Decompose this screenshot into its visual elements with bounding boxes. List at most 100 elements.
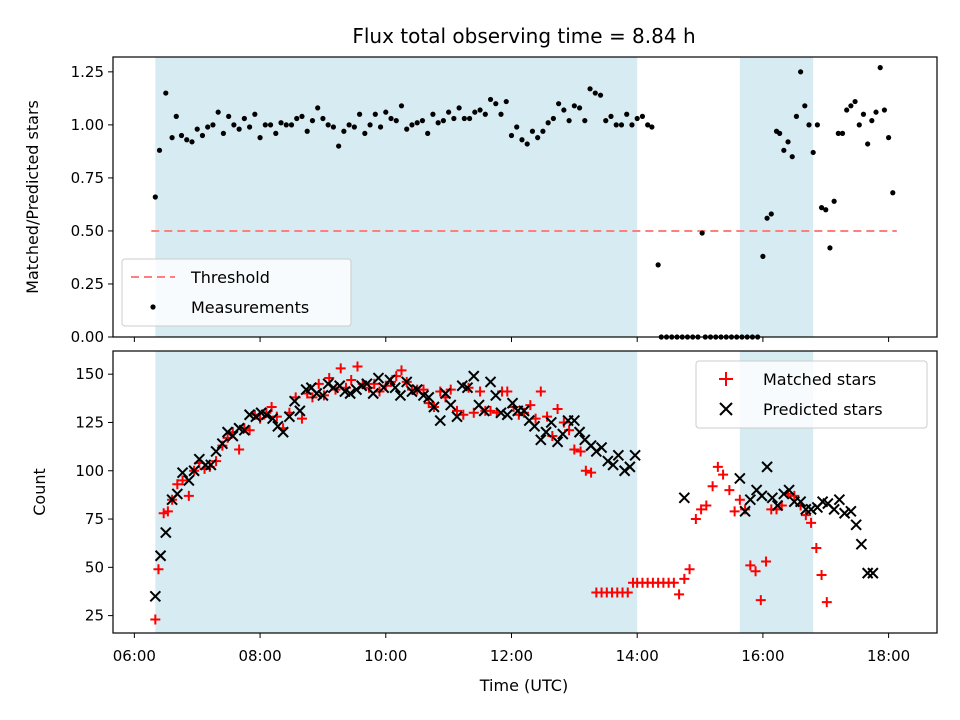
- matched-point: [679, 573, 690, 584]
- legend-threshold-label: Threshold: [190, 268, 270, 287]
- y-tick-label: 150: [75, 365, 104, 383]
- measurement-point: [592, 90, 598, 96]
- predicted-point: [867, 567, 879, 579]
- measurement-point: [860, 111, 867, 117]
- predicted-point: [794, 495, 807, 508]
- measurement-point: [430, 111, 436, 117]
- predicted-point: [160, 526, 172, 539]
- x-tick-label: 08:00: [238, 647, 281, 665]
- matched-point: [622, 587, 633, 598]
- measurement-point: [466, 115, 473, 122]
- measurement-point: [482, 111, 488, 117]
- predicted-point: [518, 405, 530, 417]
- measurement-point: [777, 130, 783, 136]
- y-tick-label: 100: [75, 462, 104, 480]
- bottom-ylabel: Count: [30, 468, 49, 516]
- predicted-point: [535, 434, 547, 446]
- predicted-point: [317, 389, 329, 402]
- predicted-point: [434, 414, 446, 427]
- measurement-point: [383, 109, 389, 115]
- matched-point: [712, 461, 723, 472]
- matched-point: [761, 556, 772, 567]
- matched-point: [690, 514, 701, 525]
- measurement-point: [535, 135, 541, 141]
- matched-point: [234, 444, 245, 455]
- predicted-point: [805, 503, 817, 516]
- measurement-point: [257, 135, 263, 141]
- predicted-point: [506, 397, 519, 409]
- measurement-point: [341, 128, 347, 134]
- predicted-point: [188, 465, 200, 477]
- matched-point: [811, 543, 822, 554]
- measurement-point: [823, 207, 829, 213]
- measurement-point: [629, 122, 635, 128]
- measurement-point: [764, 215, 770, 221]
- legend-matched-label: Matched stars: [763, 370, 876, 389]
- top-legend: Threshold Measurements: [121, 258, 352, 327]
- predicted-point: [171, 488, 184, 500]
- predicted-point: [573, 426, 586, 438]
- predicted-point: [845, 505, 857, 518]
- measurement-point: [377, 124, 384, 130]
- y-tick-label: 25: [85, 607, 104, 625]
- measurement-point: [451, 115, 457, 122]
- x-tick-label: 10:00: [364, 647, 407, 665]
- predicted-point: [327, 381, 340, 394]
- measurement-point: [576, 105, 583, 111]
- measurement-point: [404, 126, 410, 132]
- matched-point: [535, 386, 546, 397]
- predicted-point: [445, 399, 457, 411]
- measurement-point: [388, 115, 394, 122]
- observing-span: [155, 351, 638, 633]
- matched-point: [150, 614, 161, 625]
- predicted-point: [468, 370, 480, 382]
- measurement-point: [561, 107, 567, 113]
- predicted-point: [828, 503, 840, 516]
- predicted-point: [761, 461, 773, 473]
- measurement-point: [247, 124, 253, 130]
- matched-point: [162, 506, 173, 517]
- measurement-point: [320, 115, 326, 122]
- matched-point: [701, 500, 712, 511]
- bottom-yticks: 25 50 75 100 125 150: [75, 365, 113, 625]
- measurement-point: [346, 122, 352, 128]
- measurement-point: [205, 124, 211, 130]
- y-tick-label: 0.25: [71, 275, 104, 293]
- predicted-point: [423, 391, 435, 404]
- measurement-point: [519, 137, 525, 143]
- measurement-point: [398, 103, 405, 109]
- matched-point: [707, 481, 718, 492]
- bottom-axes: 25 50 75 100 125 150 06:00 08:00 10:00 12:00 14:0…: [30, 350, 938, 695]
- measurement-point: [189, 139, 195, 145]
- predicted-point: [595, 441, 608, 454]
- measurement-point: [173, 113, 179, 119]
- predicted-point: [176, 466, 189, 479]
- measurement-point: [351, 124, 357, 130]
- measurement-point: [278, 120, 284, 126]
- predicted-point: [678, 492, 691, 504]
- predicted-point: [624, 461, 636, 473]
- measurement-point: [839, 130, 846, 136]
- matched-point: [335, 363, 346, 374]
- measurement-point: [831, 198, 837, 204]
- matched-point: [800, 510, 811, 521]
- predicted-point: [227, 430, 239, 442]
- matched-point: [755, 595, 766, 606]
- measurement-point: [330, 124, 337, 130]
- predicted-point: [288, 395, 301, 407]
- measurement-point: [818, 205, 825, 211]
- measurement-point: [624, 111, 630, 117]
- predicted-point: [183, 474, 195, 487]
- measurement-point: [231, 122, 237, 128]
- predicted-point: [439, 387, 452, 400]
- legend-measurements-label: Measurements: [191, 298, 309, 317]
- measurement-point: [294, 115, 300, 122]
- matched-point: [724, 485, 735, 496]
- predicted-point: [739, 505, 751, 518]
- measurement-point: [456, 105, 462, 111]
- measurement-point: [550, 115, 556, 122]
- matched-point: [485, 405, 496, 416]
- matched-point: [452, 405, 463, 416]
- matched-point: [475, 386, 486, 397]
- x-tick-label: 16:00: [741, 647, 784, 665]
